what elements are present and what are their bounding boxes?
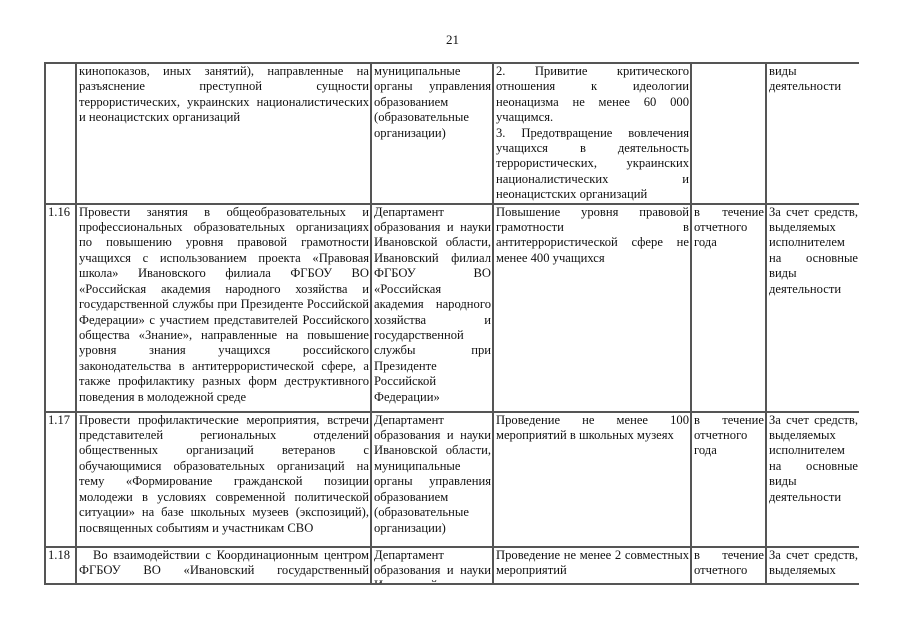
row-number: 1.16 [44, 202, 77, 413]
table-row: 1.18 Во взаимодействии с Координационным… [44, 545, 859, 583]
row-number: 1.17 [44, 410, 77, 548]
page-number: 21 [446, 32, 459, 47]
result-paragraph: 2. Привитие критического отношения к иде… [496, 64, 689, 125]
measures-table-container: кинопоказов, иных занятий), направленные… [44, 62, 859, 585]
term-cell: в течение отчетного года [690, 202, 767, 413]
row-number [44, 62, 77, 205]
term-cell: в течение отчетного года [690, 545, 767, 583]
activity-cell: Во взаимодействии с Координационным цент… [75, 545, 372, 583]
term-cell: в течение отчетного года [690, 410, 767, 548]
table-row: 1.17 Провести профилактические мероприят… [44, 410, 859, 548]
table-row: 1.16 Провести занятия в общеобразователь… [44, 202, 859, 413]
measures-table: кинопоказов, иных занятий), направленные… [44, 62, 859, 583]
result-cell: Проведение не менее 2 совместных меропри… [492, 545, 692, 583]
funding-cell: За счет средств, выделяемых исполнителем… [765, 410, 859, 548]
executor-cell: Департамент образования и науки Ивановск… [370, 545, 494, 583]
executor-cell: Департамент образования и науки Ивановск… [370, 410, 494, 548]
funding-cell: виды деятельности [765, 62, 859, 205]
funding-cell: За счет средств, выделяемых исполнителем [765, 545, 859, 583]
activity-cell: Провести профилактические мероприятия, в… [75, 410, 372, 548]
activity-cell: кинопоказов, иных занятий), направленные… [75, 62, 372, 205]
executor-cell: Департамент образования и науки Ивановск… [370, 202, 494, 413]
table-row: кинопоказов, иных занятий), направленные… [44, 62, 859, 205]
activity-cell: Провести занятия в общеобразовательных и… [75, 202, 372, 413]
executor-cell: муниципальные органы управления образова… [370, 62, 494, 205]
result-cell: Повышение уровня правовой грамотности в … [492, 202, 692, 413]
result-cell: 2. Привитие критического отношения к иде… [492, 62, 692, 205]
result-paragraph: 3. Предотвращение вовлечения учащихся в … [496, 125, 689, 202]
term-cell [690, 62, 767, 205]
result-cell: Проведение не менее 100 мероприятий в шк… [492, 410, 692, 548]
funding-cell: За счет средств, выделяемых исполнителем… [765, 202, 859, 413]
row-number: 1.18 [44, 545, 77, 583]
